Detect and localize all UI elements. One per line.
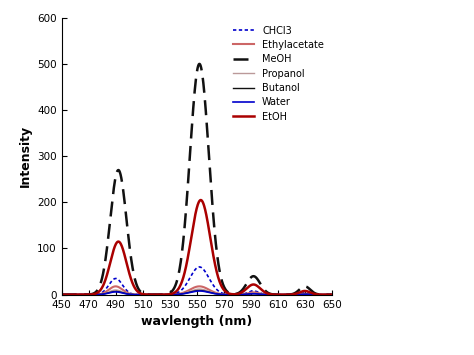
Y-axis label: Intensity: Intensity <box>18 125 32 187</box>
Legend: CHCl3, Ethylacetate, MeOH, Propanol, Butanol, Water, EtOH: CHCl3, Ethylacetate, MeOH, Propanol, But… <box>230 23 327 125</box>
X-axis label: wavlength (nm): wavlength (nm) <box>141 315 252 328</box>
